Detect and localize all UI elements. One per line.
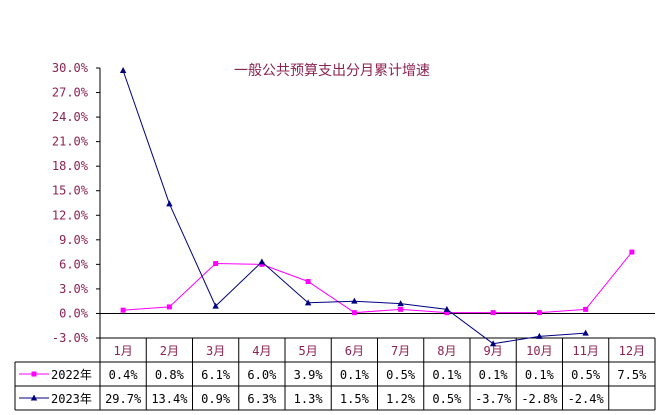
y-tick-label: 18.0% (52, 159, 89, 173)
data-point (305, 279, 311, 285)
table-cell-value: 6.1% (201, 368, 231, 382)
legend-key-marker (31, 371, 37, 377)
x-category-label: 8月 (437, 344, 456, 358)
table-cell-value: 0.5% (432, 392, 462, 406)
data-point (119, 66, 127, 73)
y-tick-label: 27.0% (52, 86, 89, 100)
table-cell-value: 0.5% (571, 368, 601, 382)
table-cell-value: 6.3% (247, 392, 277, 406)
x-category-label: 5月 (299, 344, 318, 358)
data-point (212, 302, 219, 309)
y-tick-label: -3.0% (52, 331, 89, 345)
table-cell-value: 29.7% (105, 392, 142, 406)
y-tick-label: 3.0% (59, 282, 89, 296)
table-cell-value: -2.8% (521, 392, 558, 406)
y-tick-label: 0.0% (59, 306, 89, 320)
table-cell-value: 0.1% (432, 368, 462, 382)
x-category-label: 2月 (160, 344, 179, 358)
data-point (213, 261, 219, 267)
x-category-label: 4月 (252, 344, 271, 358)
x-category-label: 3月 (206, 344, 225, 358)
table-cell-value: 0.1% (479, 368, 509, 382)
table-cell-value: 0.1% (340, 368, 370, 382)
y-tick-label: 9.0% (59, 233, 89, 247)
data-point (582, 329, 589, 336)
data-point (166, 200, 173, 207)
table-cell-value: 13.4% (151, 392, 188, 406)
data-point (351, 297, 358, 304)
data-point (398, 306, 404, 312)
table-cell-value: 1.2% (386, 392, 416, 406)
series-line (123, 251, 633, 314)
table-cell-value: -3.7% (475, 392, 512, 406)
data-point (120, 307, 126, 313)
table-cell-value: 3.9% (294, 368, 324, 382)
y-tick-label: 6.0% (59, 257, 89, 271)
table-cell-value: 0.5% (386, 368, 416, 382)
table-cell-value: 6.0% (247, 368, 277, 382)
table-cell-value: 0.8% (155, 368, 185, 382)
table-cell-value: 0.1% (525, 368, 555, 382)
table-cell-value: 0.9% (201, 392, 231, 406)
x-category-label: 12月 (619, 344, 645, 358)
data-point (166, 304, 172, 310)
y-tick-label: 15.0% (52, 184, 89, 198)
x-category-label: 6月 (345, 344, 364, 358)
x-category-label: 10月 (526, 344, 552, 358)
data-point (397, 300, 404, 307)
table-cell-value: 0.4% (109, 368, 139, 382)
y-tick-label: 30.0% (52, 61, 89, 75)
x-category-label: 1月 (114, 344, 133, 358)
y-tick-label: 12.0% (52, 208, 89, 222)
y-tick-label: 21.0% (52, 135, 89, 149)
data-point (583, 306, 589, 312)
data-point (351, 310, 357, 316)
legend-series-name: 2023年 (51, 392, 92, 406)
x-category-label: 11月 (572, 344, 598, 358)
table-cell-value: 1.3% (294, 392, 324, 406)
chart-title: 一般公共预算支出分月累计增速 (234, 63, 430, 79)
data-point (629, 249, 635, 255)
x-category-label: 7月 (391, 344, 410, 358)
data-point (536, 332, 543, 339)
data-point (489, 340, 497, 347)
data-point (490, 310, 496, 316)
legend-key-marker (30, 394, 38, 401)
x-category-label: 9月 (484, 344, 503, 358)
data-point (444, 310, 450, 316)
data-point (443, 305, 451, 312)
data-point (258, 258, 266, 265)
data-point (304, 299, 312, 306)
data-point (536, 310, 542, 316)
table-cell-value: -2.4% (568, 392, 605, 406)
y-tick-label: 24.0% (52, 110, 89, 124)
legend-series-name: 2022年 (51, 368, 92, 382)
table-cell-value: 7.5% (617, 368, 647, 382)
table-cell-value: 1.5% (340, 392, 370, 406)
